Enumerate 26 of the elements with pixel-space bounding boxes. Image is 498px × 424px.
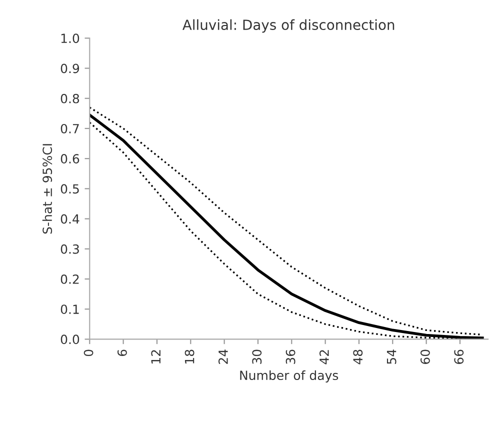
y-tick-label: 0.4: [60, 214, 80, 224]
y-tick-label: 1.0: [61, 34, 80, 44]
y-tick-label: 0.2: [60, 274, 79, 284]
x-tick-label: 48: [353, 350, 363, 364]
x-tick-label: 60: [420, 350, 430, 364]
x-tick-label: 42: [319, 350, 329, 364]
x-tick-label: 12: [151, 350, 160, 364]
chart-title: Alluvial: Days of disconnection: [182, 19, 394, 33]
x-tick-label: 24: [218, 350, 228, 364]
x-tick-label: 18: [184, 350, 194, 364]
x-tick-label: 54: [386, 350, 396, 364]
y-tick-label: 0.6: [60, 154, 80, 164]
y-axis-title: S-hat ± 95%CI: [42, 144, 52, 234]
x-tick-label: 66: [454, 350, 464, 364]
y-tick-label: 0.5: [60, 184, 79, 194]
x-tick-label: 30: [252, 350, 262, 364]
x-tick-label: 6: [117, 350, 127, 356]
y-tick-label: 0.9: [60, 64, 80, 74]
y-tick-label: 0.1: [60, 304, 79, 314]
y-tick-label: 0.0: [60, 334, 80, 344]
y-tick-label: 0.7: [60, 124, 79, 134]
y-tick-label: 0.8: [60, 94, 80, 104]
y-tick-label: 0.3: [60, 244, 79, 254]
x-tick-label: 36: [286, 350, 296, 364]
x-tick-label: 0: [84, 350, 94, 356]
x-axis-title: Number of days: [240, 370, 338, 382]
